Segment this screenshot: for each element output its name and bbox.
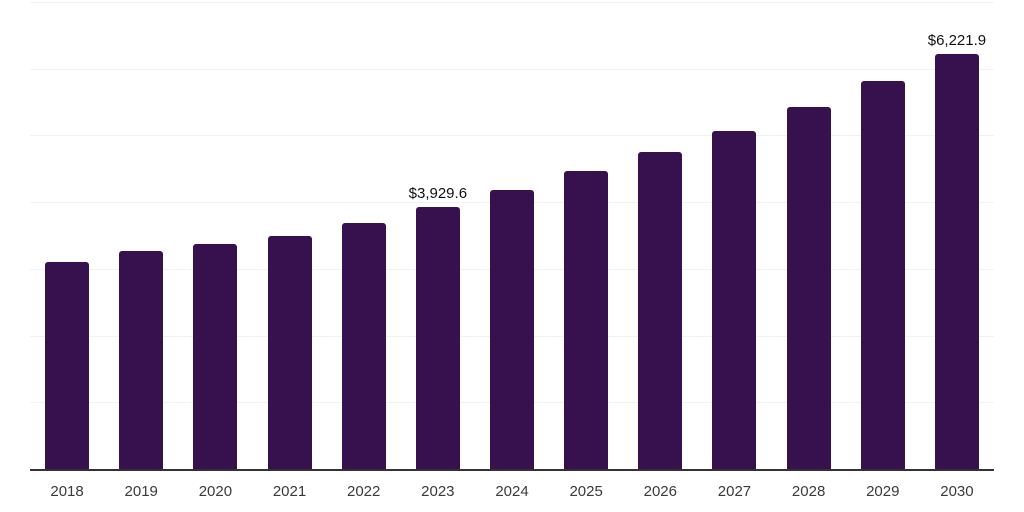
x-tick-label-2028: 2028 bbox=[791, 483, 826, 500]
x-axis-labels: 2018 2019 2020 2021 2022 2023 2024 2025 2026 2027… bbox=[30, 483, 994, 503]
x-tick-label-2029: 2029 bbox=[866, 483, 900, 500]
bar-2024 bbox=[490, 189, 534, 469]
x-tick-label-2027: 2027 bbox=[717, 483, 752, 500]
gridline-5000 bbox=[30, 135, 994, 137]
x-tick-label-2030: 2030 bbox=[940, 483, 974, 500]
bar-2021 bbox=[267, 235, 312, 469]
plot-area: $3,929.6 $6,221.9 bbox=[30, 2, 994, 471]
bar-2023 bbox=[415, 206, 460, 469]
x-tick-label-2024: 2024 bbox=[495, 483, 529, 500]
x-tick-label-2020: 2020 bbox=[198, 483, 233, 500]
x-tick-label-2019: 2019 bbox=[124, 483, 158, 500]
gridline-7000 bbox=[30, 2, 994, 3]
data-label-2030: $6,221.9 bbox=[927, 31, 987, 49]
gridline-6000 bbox=[30, 68, 994, 70]
bar-2020 bbox=[193, 243, 238, 469]
x-tick-label-2023: 2023 bbox=[421, 483, 455, 500]
data-label-2023: $3,929.6 bbox=[408, 184, 468, 202]
x-tick-label-2022: 2022 bbox=[347, 483, 381, 500]
bar-2027 bbox=[712, 131, 757, 469]
x-tick-label-2025: 2025 bbox=[569, 483, 603, 500]
bar-2029 bbox=[860, 81, 905, 469]
bar-2018 bbox=[45, 262, 90, 469]
x-tick-label-2026: 2026 bbox=[643, 483, 677, 500]
bar-2028 bbox=[786, 107, 831, 469]
bar-2019 bbox=[119, 251, 164, 469]
bar-2030 bbox=[934, 53, 979, 469]
bar-2026 bbox=[638, 152, 683, 469]
x-axis-line bbox=[30, 469, 994, 471]
x-tick-label-2021: 2021 bbox=[272, 483, 307, 500]
x-tick-label-2018: 2018 bbox=[50, 483, 84, 500]
bar-2025 bbox=[564, 171, 609, 469]
bar-2022 bbox=[341, 222, 386, 469]
